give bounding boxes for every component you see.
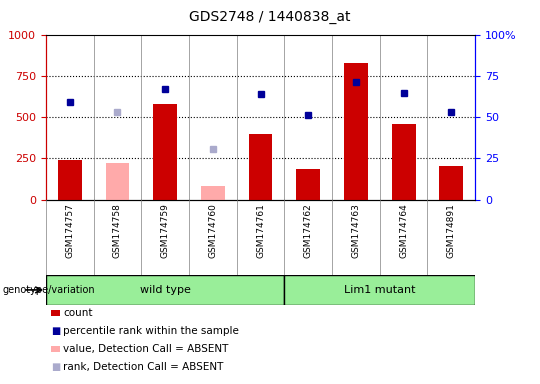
Text: value, Detection Call = ABSENT: value, Detection Call = ABSENT <box>63 344 228 354</box>
Bar <box>105 163 130 200</box>
Text: GDS2748 / 1440838_at: GDS2748 / 1440838_at <box>189 10 351 24</box>
Text: GSM174763: GSM174763 <box>352 204 361 258</box>
Text: GSM174760: GSM174760 <box>208 204 217 258</box>
Bar <box>392 124 416 200</box>
Text: GSM174891: GSM174891 <box>447 204 456 258</box>
Text: GSM174761: GSM174761 <box>256 204 265 258</box>
Text: GSM174762: GSM174762 <box>303 204 313 258</box>
Bar <box>46 275 285 305</box>
Text: rank, Detection Call = ABSENT: rank, Detection Call = ABSENT <box>63 362 224 372</box>
Bar <box>285 275 475 305</box>
Text: ■: ■ <box>51 326 60 336</box>
Text: percentile rank within the sample: percentile rank within the sample <box>63 326 239 336</box>
Text: GSM174757: GSM174757 <box>65 204 75 258</box>
Text: genotype/variation: genotype/variation <box>3 285 96 295</box>
Text: wild type: wild type <box>140 285 191 295</box>
Text: count: count <box>63 308 92 318</box>
Text: Lim1 mutant: Lim1 mutant <box>344 285 416 295</box>
Bar <box>248 134 273 200</box>
Bar <box>201 187 225 200</box>
Bar <box>344 63 368 200</box>
Bar <box>153 104 177 200</box>
Text: ■: ■ <box>51 362 60 372</box>
Bar <box>296 169 320 200</box>
Text: GSM174764: GSM174764 <box>399 204 408 258</box>
Bar <box>440 166 463 200</box>
Text: GSM174759: GSM174759 <box>161 204 170 258</box>
Text: GSM174758: GSM174758 <box>113 204 122 258</box>
Bar <box>58 160 82 200</box>
